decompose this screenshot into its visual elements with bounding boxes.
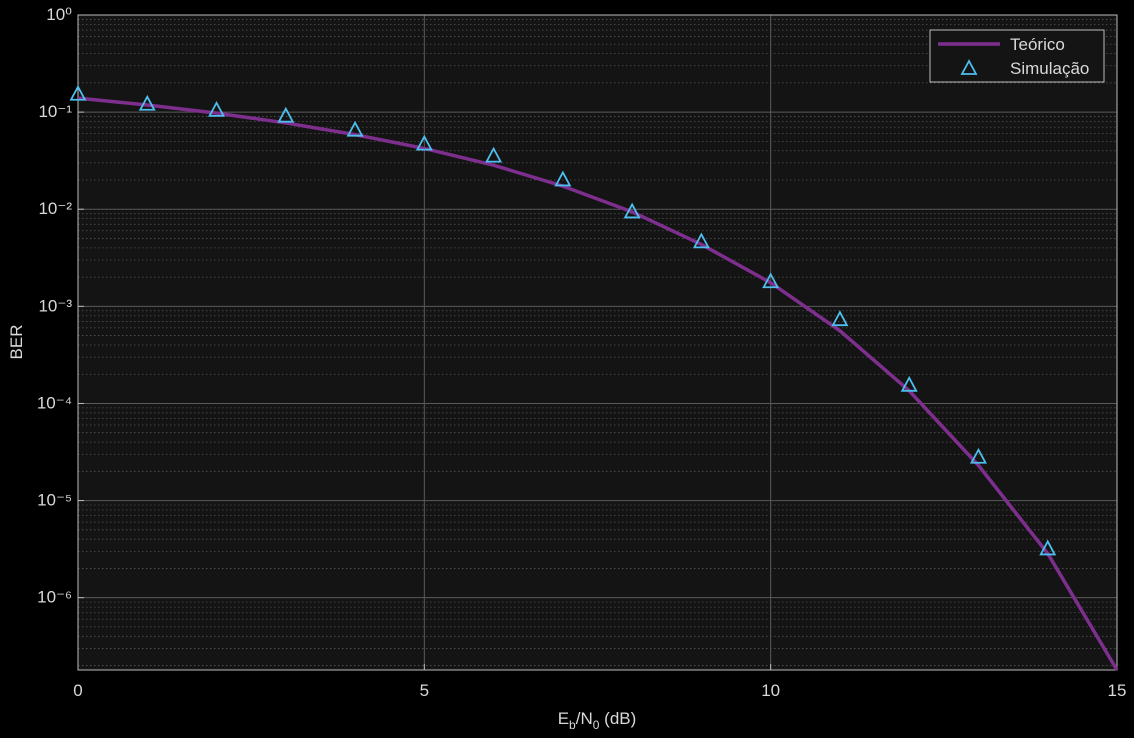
legend-marker bbox=[960, 59, 978, 75]
sim-marker bbox=[138, 94, 156, 111]
sim-marker bbox=[831, 310, 849, 327]
legend-label: Simulação bbox=[1010, 59, 1089, 78]
x-axis-label: Eb/N0 (dB) bbox=[558, 709, 637, 732]
x-tick-label: 0 bbox=[73, 681, 82, 700]
sim-marker bbox=[415, 134, 433, 151]
plot-area bbox=[78, 15, 1117, 670]
sim-marker bbox=[900, 375, 918, 392]
sim-marker bbox=[762, 272, 780, 289]
x-tick-label: 5 bbox=[420, 681, 429, 700]
sim-marker bbox=[69, 84, 87, 101]
sim-marker bbox=[554, 170, 572, 187]
y-axis-label: BER bbox=[7, 325, 26, 360]
sim-marker bbox=[1039, 539, 1057, 556]
y-tick-label: 10⁻³ bbox=[38, 296, 72, 315]
y-tick-label: 10⁻² bbox=[38, 199, 72, 218]
legend-box bbox=[929, 29, 1105, 83]
y-tick-label: 10⁰ bbox=[46, 5, 72, 24]
sim-marker bbox=[969, 447, 987, 464]
y-tick-label: 10⁻⁵ bbox=[37, 491, 72, 510]
y-tick-label: 10⁻¹ bbox=[38, 102, 72, 121]
y-tick-label: 10⁻⁴ bbox=[37, 393, 72, 412]
x-tick-label: 10 bbox=[761, 681, 780, 700]
x-tick-label: 15 bbox=[1108, 681, 1127, 700]
sim-marker bbox=[208, 100, 226, 117]
sim-marker bbox=[692, 232, 710, 249]
sim-marker bbox=[485, 146, 503, 163]
sim-marker bbox=[277, 106, 295, 123]
sim-marker bbox=[623, 202, 641, 219]
y-tick-label: 10⁻⁶ bbox=[37, 588, 72, 607]
theory-line bbox=[77, 96, 1119, 671]
legend-label: Teórico bbox=[1010, 35, 1065, 54]
axes-box bbox=[77, 14, 1118, 671]
sim-marker bbox=[346, 120, 364, 137]
